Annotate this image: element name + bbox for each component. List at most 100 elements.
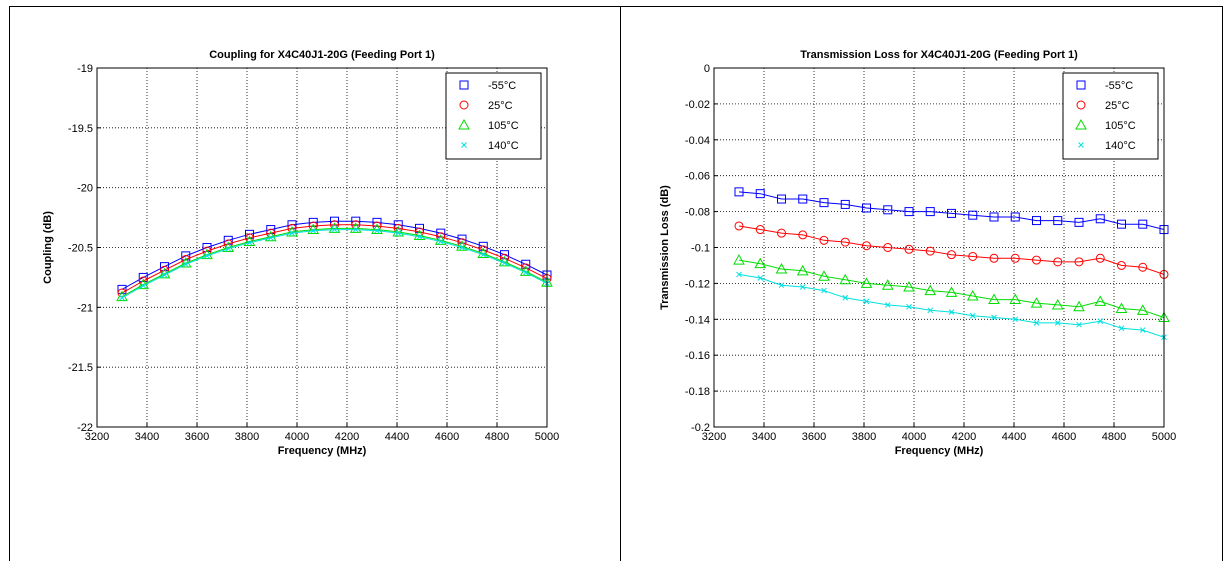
legend-label: 105°C — [488, 120, 519, 132]
marker — [777, 194, 786, 204]
marker — [501, 260, 508, 266]
marker — [840, 237, 850, 247]
marker — [225, 245, 232, 252]
marker — [1010, 212, 1020, 222]
marker — [289, 230, 295, 236]
legend-marker — [1078, 142, 1084, 148]
x-tick-label: 3600 — [185, 431, 209, 443]
marker — [1118, 325, 1125, 332]
legend-label: 25°C — [488, 100, 513, 112]
y-tick-label: -0.06 — [685, 171, 710, 183]
marker — [1097, 318, 1104, 324]
x-tick-label: 4800 — [485, 431, 509, 443]
marker — [374, 227, 380, 234]
x-tick-label: 4600 — [435, 431, 459, 443]
marker — [948, 309, 955, 315]
marker — [904, 244, 914, 254]
y-tick-label: -0.18 — [685, 386, 710, 398]
marker — [906, 303, 912, 310]
legend-box — [445, 72, 542, 160]
marker — [1033, 320, 1040, 326]
marker — [799, 284, 806, 290]
legend-label: 140°C — [1105, 140, 1136, 152]
marker — [778, 282, 785, 289]
chart-title: Transmission Loss for X4C40J1-20G (Feedi… — [800, 49, 1078, 61]
marker — [1012, 316, 1019, 323]
marker — [395, 230, 402, 236]
marker — [416, 233, 423, 240]
marker — [243, 235, 256, 247]
series-line — [121, 227, 548, 298]
marker — [392, 225, 405, 237]
y-tick-label: -0.02 — [685, 99, 710, 111]
marker — [1074, 217, 1084, 227]
marker — [1076, 321, 1082, 328]
marker — [821, 287, 827, 294]
marker — [1094, 295, 1107, 306]
y-tick-label: -0.04 — [685, 135, 710, 147]
marker — [1053, 257, 1063, 267]
y-tick-label: -22 — [77, 422, 93, 434]
marker — [904, 207, 914, 217]
x-tick-label: 3200 — [702, 431, 726, 443]
y-tick-label: -20 — [77, 183, 93, 195]
marker — [352, 226, 359, 233]
marker — [966, 289, 979, 301]
marker — [736, 271, 742, 278]
legend-marker — [1076, 100, 1086, 110]
marker — [119, 294, 125, 301]
marker — [798, 230, 808, 240]
marker — [798, 194, 808, 204]
marker — [286, 225, 298, 237]
y-tick-label: -19.5 — [68, 123, 93, 135]
marker — [331, 226, 338, 233]
plot-frame — [96, 67, 548, 428]
marker — [818, 270, 830, 281]
marker — [267, 235, 274, 241]
marker — [434, 234, 447, 245]
series — [117, 220, 552, 298]
x-tick-label: 3400 — [752, 431, 776, 443]
x-tick-label: 5000 — [535, 431, 559, 443]
marker — [1138, 219, 1148, 229]
x-tick-label: 3200 — [85, 431, 109, 443]
marker — [862, 241, 871, 251]
legend-label: -55°C — [488, 80, 516, 92]
y-tick-label: -0.1 — [691, 243, 710, 255]
marker — [968, 210, 978, 220]
marker — [117, 284, 127, 294]
marker — [371, 223, 383, 235]
legend-label: 140°C — [488, 140, 519, 152]
marker — [1117, 260, 1126, 270]
y-tick-label: -20.5 — [68, 243, 93, 255]
marker — [863, 298, 870, 305]
marker — [734, 221, 744, 231]
x-tick-label: 4400 — [1002, 431, 1026, 443]
marker — [456, 240, 468, 251]
x-tick-label: 3800 — [235, 431, 259, 443]
marker — [1073, 300, 1085, 312]
marker — [860, 277, 873, 288]
marker — [862, 203, 871, 213]
marker — [1051, 298, 1064, 310]
marker — [755, 225, 765, 235]
marker — [1030, 297, 1043, 308]
marker — [839, 273, 852, 285]
chart-title: Coupling for X4C40J1-20G (Feeding Port 1… — [209, 49, 435, 61]
marker — [883, 205, 893, 215]
marker — [307, 223, 320, 235]
x-tick-label: 4600 — [1052, 431, 1076, 443]
x-tick-label: 3400 — [135, 431, 159, 443]
marker — [775, 263, 788, 274]
x-tick-label: 4000 — [902, 431, 926, 443]
marker — [1009, 293, 1022, 305]
panel-frame — [620, 6, 1223, 561]
marker — [179, 257, 192, 268]
marker — [840, 199, 850, 209]
marker — [883, 243, 893, 252]
marker — [117, 288, 127, 298]
marker — [1136, 304, 1149, 315]
marker — [349, 222, 362, 233]
y-axis-label: Coupling (dB) — [42, 211, 54, 284]
